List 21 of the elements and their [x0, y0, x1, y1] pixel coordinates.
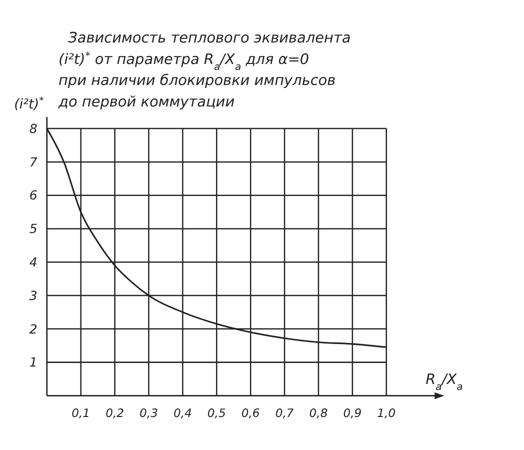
x-tick-label: 1,0 — [377, 406, 396, 420]
y-tick-label: 8 — [29, 120, 38, 136]
x-tick-label: 0,8 — [309, 406, 328, 420]
y-tick-label: 3 — [29, 288, 38, 303]
x-tick-label: 0,2 — [106, 406, 124, 420]
x-axis-title: R$_{a}$/X$_{a}$ — [426, 372, 463, 393]
y-tick-label: 1 — [29, 354, 38, 370]
x-tick-label: 0,5 — [207, 406, 226, 420]
x-tick-label: 0,6 — [241, 406, 260, 420]
y-tick-label: 4 — [29, 254, 38, 270]
x-tick-label: 0,7 — [275, 406, 294, 420]
chart-title: Зависимость теплового эквивалента (i²t)$^{*}$ от параметра R$_{a}$/X$_{a}$ для α=0 при наличии блокировки импульсов до первой коммутации — [58, 30, 351, 110]
x-tick-label: 0,3 — [140, 406, 158, 420]
y-axis-title: (i²t)$^{*}$ — [14, 94, 44, 112]
x-tick-label: 0,4 — [173, 406, 192, 420]
x-tick-label: 0,1 — [72, 406, 90, 420]
y-tick-label: 5 — [29, 221, 38, 236]
y-tick-label: 7 — [29, 154, 38, 170]
x-tick-label: 0,9 — [343, 406, 362, 420]
y-tick-label: 6 — [29, 188, 38, 203]
y-tick-label: 2 — [29, 321, 38, 336]
